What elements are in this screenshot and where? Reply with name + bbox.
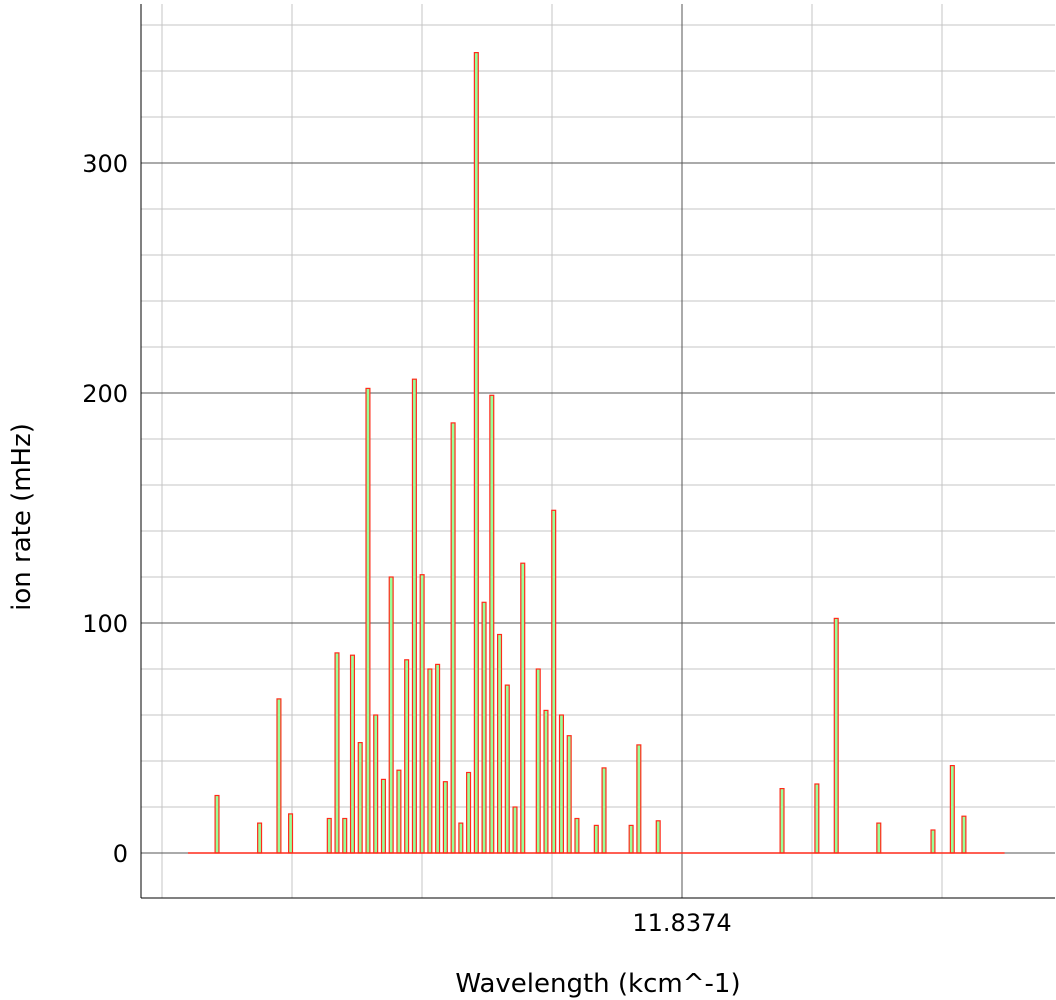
histogram-bar [601, 767, 607, 854]
histogram-bar [512, 806, 518, 854]
histogram-bar [435, 663, 441, 854]
x-tick-labels: 11.8374 [632, 909, 731, 937]
histogram-bar [833, 617, 839, 854]
histogram-bar [504, 684, 510, 854]
histogram-bar [342, 817, 348, 854]
y-tick-label: 300 [82, 150, 128, 178]
axes [140, 4, 1055, 899]
histogram-bar [593, 824, 599, 854]
histogram-bar [442, 781, 448, 854]
histogram-bar [373, 714, 379, 854]
histogram-bar [396, 769, 402, 854]
histogram-bar [257, 822, 263, 854]
histogram-bar [655, 820, 661, 854]
histogram-bar [814, 783, 820, 854]
y-tick-label: 0 [113, 840, 128, 868]
histogram-bar [543, 709, 549, 854]
histogram-bar [334, 652, 340, 854]
minor-grid [141, 4, 1055, 898]
histogram-bar [288, 813, 294, 854]
histogram-bar [411, 378, 417, 854]
histogram-bars [188, 51, 1005, 854]
histogram-bar [419, 574, 425, 854]
histogram-bar [404, 659, 410, 854]
y-tick-labels: 0 100 200 300 [82, 150, 128, 868]
histogram-bar [558, 714, 564, 854]
histogram-bar [458, 822, 464, 854]
histogram-bar [535, 668, 541, 854]
histogram-bar [949, 764, 955, 854]
histogram-bar [489, 394, 495, 854]
histogram-bar [365, 387, 371, 854]
histogram-bar [628, 824, 634, 854]
y-tick-label: 200 [82, 380, 128, 408]
histogram-bar [473, 51, 479, 854]
histogram-bar [388, 576, 394, 854]
histogram-bar [481, 601, 487, 854]
x-tick-label: 11.8374 [632, 909, 731, 937]
histogram-bar [779, 787, 785, 854]
histogram-bar [466, 771, 472, 854]
histogram-bar [876, 822, 882, 854]
x-axis-title: Wavelength (kcm^-1) [455, 969, 740, 999]
histogram-bar [276, 698, 282, 854]
y-axis-title: ion rate (mHz) [7, 423, 37, 611]
histogram-bar [566, 735, 572, 854]
histogram-bar [357, 741, 363, 854]
histogram-bar [636, 744, 642, 854]
y-tick-label: 100 [82, 610, 128, 638]
histogram-bar [497, 633, 503, 854]
histogram-bar [551, 509, 557, 854]
histogram-bar [214, 794, 220, 854]
histogram-bar [349, 654, 356, 854]
histogram-bar [450, 422, 456, 854]
histogram-bar [520, 562, 526, 854]
histogram-bar [930, 829, 936, 854]
histogram-bar [574, 817, 580, 854]
histogram-bar [427, 668, 433, 854]
histogram-bar [326, 817, 332, 854]
histogram-bar [961, 815, 967, 854]
histogram-bar [380, 778, 386, 854]
